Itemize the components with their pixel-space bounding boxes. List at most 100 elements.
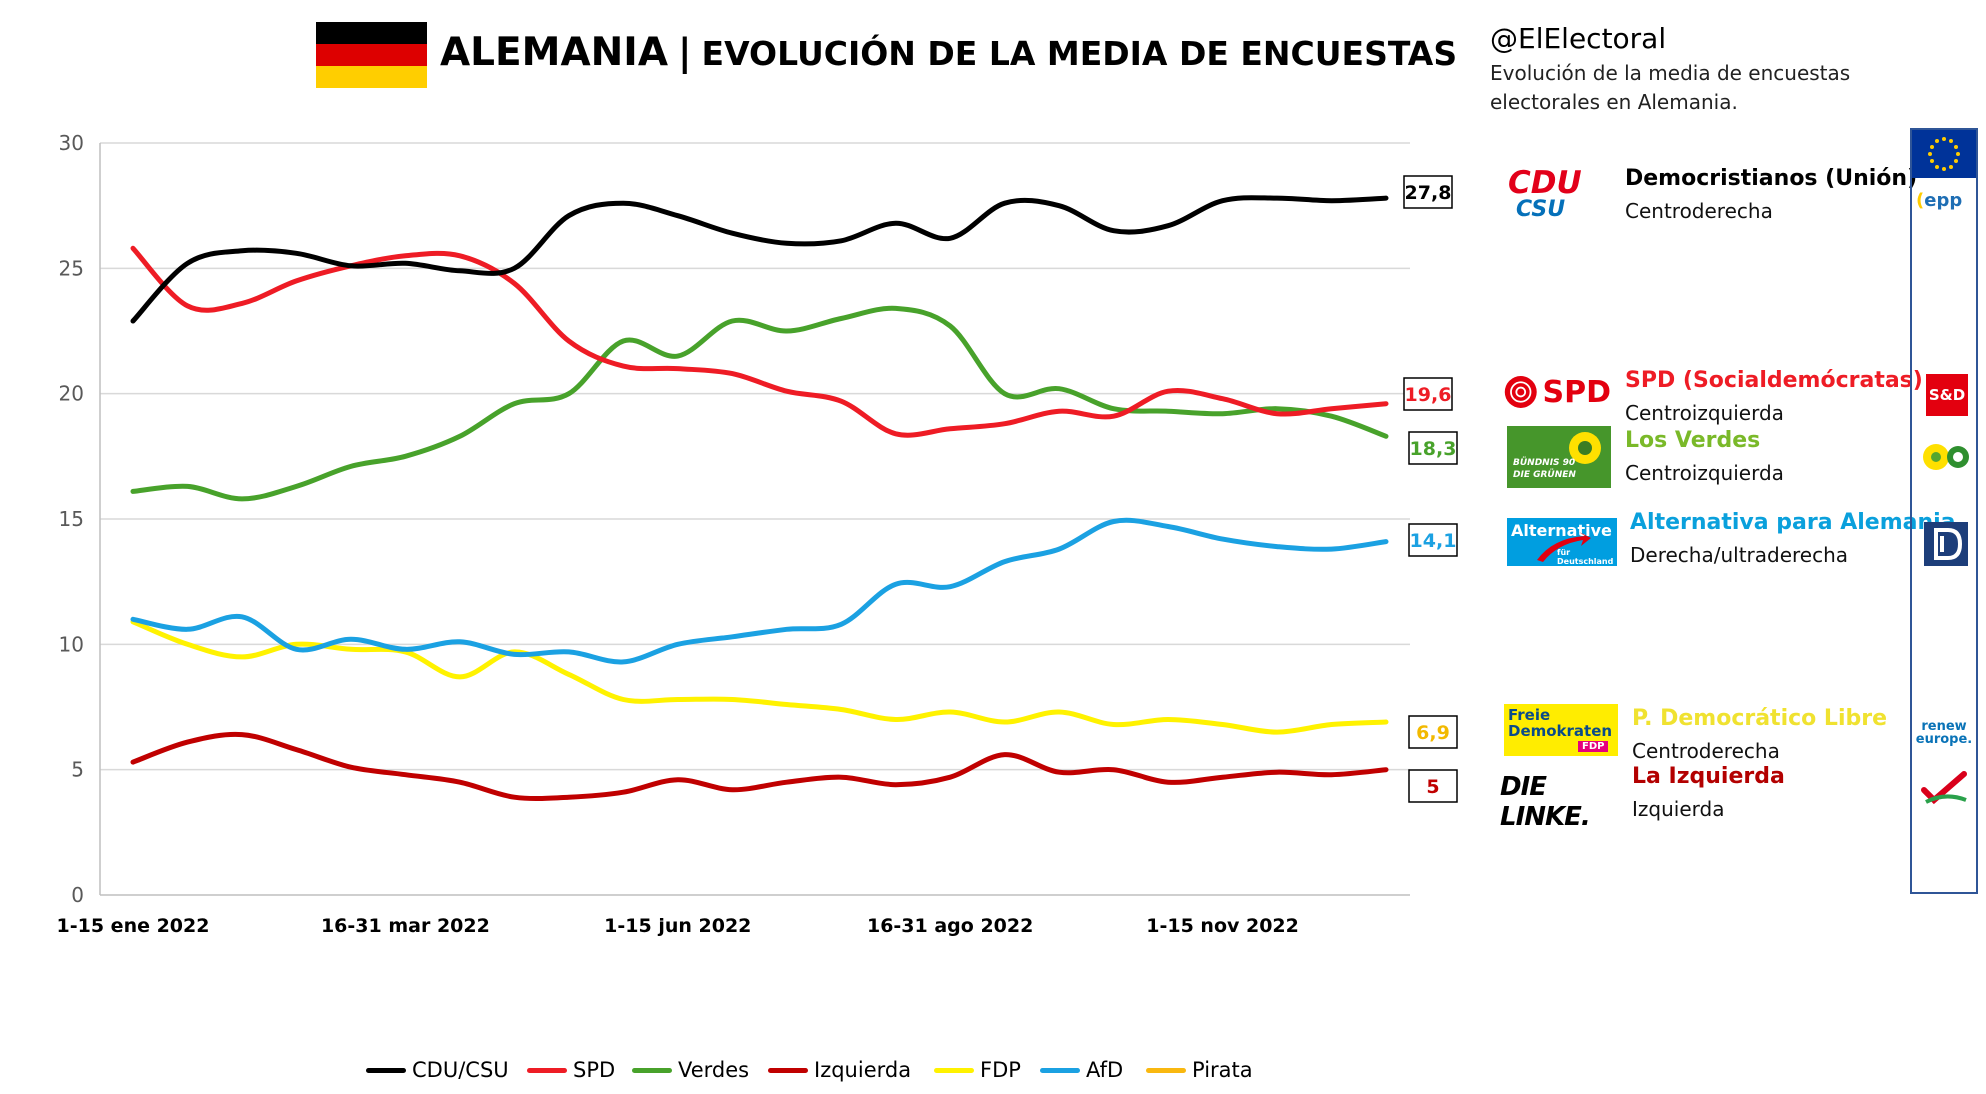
legend-swatch bbox=[527, 1067, 567, 1073]
chart-description: Evolución de la media de encuestas elect… bbox=[1490, 61, 1851, 114]
party-name-afd: Alternativa para Alemania bbox=[1630, 510, 1956, 535]
end-label-box bbox=[1403, 175, 1453, 209]
party-ideology-cdu: Centroderecha bbox=[1625, 199, 1773, 223]
series-line-fdp bbox=[130, 619, 1389, 735]
end-label-verdes: 18,3 bbox=[1408, 431, 1458, 465]
end-label-izquierda: 5 bbox=[1408, 769, 1458, 803]
title-country: ALEMANIA bbox=[440, 30, 669, 75]
series-line-izquierda bbox=[130, 731, 1389, 802]
end-label-text: 19,6 bbox=[1405, 384, 1452, 406]
y-tick-label: 25 bbox=[59, 256, 84, 280]
legend-item: Izquierda bbox=[768, 1058, 911, 1082]
party-spd: SPD (Socialdemócratas) Centroizquierda bbox=[1625, 368, 1923, 425]
spd-logo-text: SPD bbox=[1542, 374, 1612, 410]
sd-logo: S&D bbox=[1926, 374, 1968, 416]
cdu-csu-logo: CDU CSU bbox=[1508, 168, 1596, 230]
greens-efa-icon bbox=[1923, 444, 1969, 470]
series-line-cducsu bbox=[130, 195, 1389, 324]
legend-label: Pirata bbox=[1192, 1058, 1253, 1082]
flag-stripe-gold bbox=[316, 66, 427, 88]
renew-logo-text-1: renew bbox=[1921, 719, 1967, 734]
party-name-gruene: Los Verdes bbox=[1625, 428, 1761, 453]
legend-label: CDU/CSU bbox=[412, 1058, 509, 1082]
legend-swatch bbox=[632, 1067, 672, 1073]
party-name-fdp: P. Democrático Libre bbox=[1632, 706, 1888, 731]
party-name-cdu: Democristianos (Unión) bbox=[1625, 166, 1918, 191]
chart-title: ALEMANIA | EVOLUCIÓN DE LA MEDIA DE ENCUES… bbox=[440, 30, 1457, 75]
y-tick-label: 10 bbox=[59, 632, 84, 656]
party-name-spd: SPD (Socialdemócratas) bbox=[1625, 368, 1923, 393]
flag-stripe-black bbox=[316, 22, 427, 44]
legend-swatch bbox=[1040, 1067, 1080, 1073]
end-label-fdp: 6,9 bbox=[1408, 715, 1458, 749]
legend-item: CDU/CSU bbox=[366, 1058, 509, 1082]
renew-logo-text-2: europe. bbox=[1915, 732, 1973, 747]
id-group-icon bbox=[1934, 528, 1963, 560]
sunflower-icon bbox=[1569, 432, 1601, 464]
eu-group-column: (epp S&D renew europe. bbox=[1910, 128, 1978, 894]
csu-logo-text: CSU bbox=[1516, 197, 1566, 222]
gruene-logo-text-1: BÜNDNIS 90 bbox=[1513, 458, 1576, 468]
x-tick-label: 1-15 jun 2022 bbox=[604, 915, 751, 937]
y-axis: 0 5 10 15 20 25 30 bbox=[59, 131, 101, 907]
y-tick-label: 20 bbox=[59, 382, 84, 406]
x-tick-label: 1-15 nov 2022 bbox=[1146, 915, 1299, 937]
epp-logo-text: epp bbox=[1924, 190, 1963, 211]
legend-label: AfD bbox=[1086, 1058, 1124, 1082]
flag-stripe-red bbox=[316, 44, 427, 66]
party-ideology-linke: Izquierda bbox=[1632, 797, 1725, 821]
legend-swatch bbox=[366, 1067, 406, 1073]
gruene-logo: BÜNDNIS 90 DIE GRÜNEN bbox=[1507, 426, 1611, 488]
party-gruene: Los Verdes Centroizquierda bbox=[1625, 428, 1784, 485]
y-tick-label: 30 bbox=[59, 131, 84, 155]
x-axis: 1-15 ene 2022 16-31 mar 2022 1-15 jun 2022… bbox=[57, 915, 1299, 937]
title-separator: | bbox=[678, 31, 692, 74]
title-subtitle: EVOLUCIÓN DE LA MEDIA DE ENCUESTAS bbox=[701, 34, 1458, 73]
germany-flag-icon bbox=[316, 22, 427, 88]
series-line-afd bbox=[130, 517, 1389, 665]
legend-item: FDP bbox=[934, 1058, 1021, 1082]
fdp-logo-text-2: Demokraten bbox=[1508, 722, 1613, 740]
end-label-text: 14,1 bbox=[1410, 530, 1457, 552]
author-handle: @ElElectoral bbox=[1490, 22, 1667, 55]
series-line-verdes bbox=[130, 305, 1389, 502]
afd-logo-text-1: Alternative bbox=[1511, 521, 1612, 540]
legend-label: Izquierda bbox=[814, 1058, 912, 1082]
legend-item: AfD bbox=[1040, 1058, 1123, 1082]
id-group-logo bbox=[1924, 522, 1968, 566]
party-ideology-afd: Derecha/ultraderecha bbox=[1630, 543, 1849, 567]
series-line-spd bbox=[130, 245, 1389, 438]
party-ideology-fdp: Centroderecha bbox=[1632, 739, 1780, 763]
fdp-logo: Freie Demokraten FDP bbox=[1504, 704, 1618, 756]
end-label-spd: 19,6 bbox=[1403, 377, 1453, 411]
epp-heart-icon: ( bbox=[1916, 190, 1925, 211]
y-tick-label: 15 bbox=[59, 507, 84, 531]
gue-ngl-icon bbox=[1921, 771, 1967, 805]
end-label-afd: 14,1 bbox=[1408, 523, 1458, 557]
legend-swatch bbox=[1146, 1067, 1186, 1073]
afd-arrow-icon bbox=[1537, 532, 1591, 562]
legend-item: SPD bbox=[527, 1058, 615, 1082]
legend-swatch bbox=[768, 1067, 808, 1073]
afd-logo: Alternative für Deutschland bbox=[1507, 518, 1617, 566]
end-label-cducsu: 27,8 bbox=[1403, 175, 1453, 209]
legend-item: Pirata bbox=[1146, 1058, 1253, 1082]
eu-flag-icon bbox=[1912, 130, 1976, 178]
party-afd: Alternativa para Alemania Derecha/ultrad… bbox=[1630, 510, 1956, 567]
chart-legend: CDU/CSU SPD Verdes Izquierda FDP AfD Pirata bbox=[0, 1058, 1986, 1088]
end-label-box bbox=[1403, 377, 1453, 411]
linke-logo: DIE LINKE. bbox=[1500, 772, 1630, 832]
end-label-box bbox=[1408, 523, 1458, 557]
legend-label: FDP bbox=[980, 1058, 1021, 1082]
side-header: @ElElectoral Evolución de la media de en… bbox=[1490, 22, 1890, 117]
party-ideology-spd: Centroizquierda bbox=[1625, 401, 1784, 425]
afd-logo-text-2: für Deutschland bbox=[1557, 548, 1614, 566]
spd-rose-icon bbox=[1504, 376, 1537, 408]
end-label-box bbox=[1408, 769, 1458, 803]
x-tick-label: 1-15 ene 2022 bbox=[57, 915, 210, 937]
sd-logo-text: S&D bbox=[1928, 386, 1966, 404]
legend-label: Verdes bbox=[678, 1058, 750, 1082]
cdu-logo-text: CDU bbox=[1508, 165, 1582, 201]
linke-logo-text: DIE LINKE. bbox=[1500, 772, 1591, 832]
x-tick-label: 16-31 mar 2022 bbox=[321, 915, 490, 937]
